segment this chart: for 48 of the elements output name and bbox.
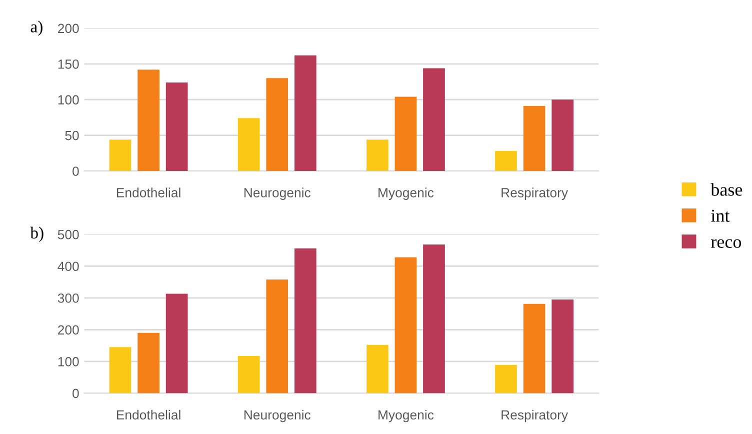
y-tick-label: 100 (58, 357, 79, 366)
chart-title: b) (30, 226, 44, 242)
y-tick-label: 500 (58, 230, 79, 240)
x-tick-label: Respiratory (502, 188, 568, 200)
y-tick-label: 0 (72, 166, 79, 176)
y-tick-label: 200 (58, 24, 79, 34)
bar (552, 299, 574, 394)
y-tick-label: 300 (58, 293, 79, 303)
legend-label: base (710, 183, 742, 196)
legend-label: reco (711, 239, 742, 248)
x-tick-label: Respiratory (502, 410, 568, 422)
bar (166, 82, 188, 171)
bar (109, 347, 132, 394)
bar (238, 356, 260, 394)
x-tick-label: Endothelial (116, 410, 180, 420)
x-tick-label: Endothelial (116, 188, 180, 198)
bar (495, 151, 517, 171)
bar (423, 244, 445, 394)
bar (138, 332, 160, 394)
bar (366, 344, 388, 394)
bar (523, 106, 546, 171)
x-tick-label: Myogenic (378, 188, 434, 200)
bar (423, 68, 445, 171)
bar (523, 304, 546, 394)
y-tick-label: 0 (72, 388, 79, 398)
bar (294, 248, 316, 394)
bar (238, 118, 260, 171)
bar (495, 364, 517, 394)
x-tick-label: Myogenic (378, 410, 434, 422)
legend-label: int (711, 210, 730, 222)
bar (109, 140, 132, 171)
y-tick-label: 100 (58, 95, 79, 105)
bar (394, 257, 417, 394)
y-tick-label: 200 (58, 325, 79, 335)
bar (294, 55, 316, 171)
y-tick-label: 150 (58, 59, 79, 69)
bar (266, 78, 288, 171)
bar (366, 140, 388, 171)
bar (394, 96, 417, 171)
chart-title: a) (30, 20, 42, 36)
y-tick-label: 400 (58, 262, 79, 272)
bar (166, 294, 188, 394)
x-tick-label: Neurogenic (244, 410, 311, 422)
y-tick-label: 50 (65, 130, 79, 140)
bar (138, 70, 160, 171)
bar (266, 279, 288, 394)
x-tick-label: Neurogenic (244, 188, 311, 200)
bar (552, 100, 574, 171)
